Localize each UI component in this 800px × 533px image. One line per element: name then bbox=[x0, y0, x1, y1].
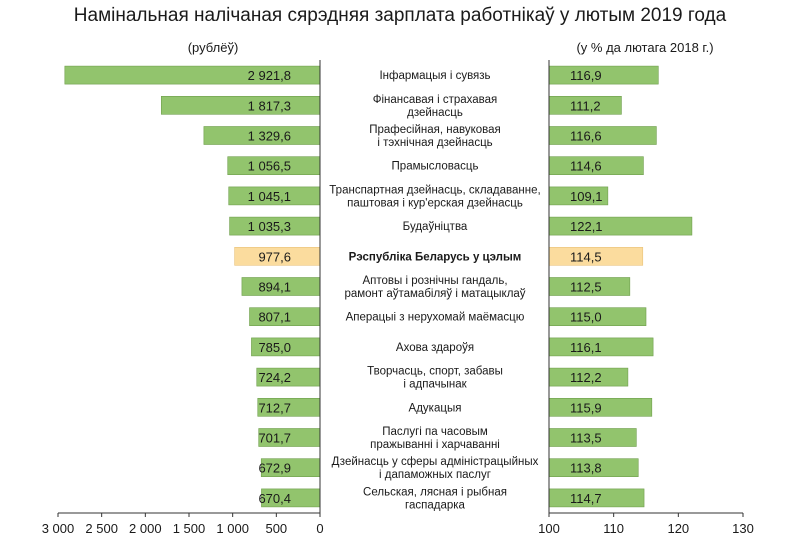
index-value-label: 115,0 bbox=[570, 310, 602, 325]
salary-bar bbox=[160, 96, 321, 115]
salary-tick-label: 3 000 bbox=[42, 521, 75, 533]
salary-panel: 2 921,8 1 817,3 1 329,6 1 056,5 1 045,1 1 035… bbox=[42, 60, 324, 533]
index-value-label: 116,9 bbox=[570, 68, 602, 83]
category-label: Аптовы і рознічны гандаль, bbox=[362, 275, 507, 287]
salary-tick-label: 1 500 bbox=[173, 521, 206, 533]
index-value-label: 112,2 bbox=[570, 370, 602, 385]
index-tick-label: 120 bbox=[667, 521, 689, 533]
category-label: Паслугі па часовым bbox=[382, 426, 488, 438]
category-label: Транспартная дзейнасць, складаванне, bbox=[329, 184, 540, 196]
category-label: Адукацыя bbox=[409, 402, 462, 414]
salary-value-label: 1 035,3 bbox=[248, 219, 291, 234]
salary-value-label: 670,4 bbox=[258, 491, 291, 506]
index-value-label: 116,6 bbox=[570, 129, 602, 144]
salary-tick-label: 1 000 bbox=[216, 521, 249, 533]
category-label: дзейнасць bbox=[407, 107, 463, 119]
category-labels: Інфармацыя і сувязь Фінансавая і страхава… bbox=[329, 70, 540, 511]
salary-value-label: 894,1 bbox=[258, 280, 291, 295]
category-label: пражыванні і харчаванні bbox=[370, 439, 500, 451]
salary-value-label: 1 056,5 bbox=[248, 159, 291, 174]
salary-tick-label: 0 bbox=[316, 521, 323, 533]
category-label: Прамысловасць bbox=[392, 161, 479, 173]
salary-value-label: 672,9 bbox=[258, 461, 291, 476]
index-value-label: 116,1 bbox=[570, 340, 602, 355]
category-label: Аперацыі з нерухомай маёмасцю bbox=[346, 312, 525, 324]
salary-value-label: 977,6 bbox=[258, 249, 291, 264]
category-label: Ахова здароўя bbox=[396, 342, 474, 354]
index-value-label: 112,5 bbox=[570, 280, 602, 295]
salary-value-label: 2 921,8 bbox=[248, 68, 291, 83]
category-label: і адпачынак bbox=[403, 379, 467, 391]
salary-value-label: 724,2 bbox=[258, 370, 291, 385]
index-tick-label: 130 bbox=[732, 521, 754, 533]
category-label: Прафесійная, навуковая bbox=[369, 124, 501, 136]
category-label: Будаўніцтва bbox=[403, 221, 468, 233]
salary-tick-label: 2 000 bbox=[129, 521, 162, 533]
left-unit-label: (рублёў) bbox=[188, 40, 239, 55]
category-label: і тэхнічная дзейнасць bbox=[377, 137, 492, 149]
index-value-label: 113,5 bbox=[570, 431, 602, 446]
category-label: Дзейнасць у сферы адміністрацыйных bbox=[332, 456, 539, 468]
category-label: Рэспубліка Беларусь у цэлым bbox=[349, 251, 522, 263]
category-label: і дапаможных паслуг bbox=[379, 469, 491, 481]
salary-value-label: 1 329,6 bbox=[248, 129, 291, 144]
index-value-label: 113,8 bbox=[570, 461, 602, 476]
salary-value-label: 807,1 bbox=[258, 310, 291, 325]
index-value-label: 114,6 bbox=[570, 159, 602, 174]
index-value-label: 114,7 bbox=[570, 491, 602, 506]
index-value-label: 109,1 bbox=[570, 189, 603, 204]
category-label: паштовая і кур'ерская дзейнасць bbox=[347, 197, 523, 209]
category-label: гаспадарка bbox=[405, 499, 465, 511]
index-value-label: 111,2 bbox=[570, 98, 601, 113]
index-tick-label: 110 bbox=[603, 521, 624, 533]
salary-value-label: 1 817,3 bbox=[248, 98, 291, 113]
category-label: Сельская, лясная і рыбная bbox=[363, 486, 507, 498]
right-unit-label: (у % да лютага 2018 г.) bbox=[576, 40, 713, 55]
salary-value-label: 1 045,1 bbox=[248, 189, 291, 204]
category-label: Творчасць, спорт, забавы bbox=[367, 366, 503, 378]
index-bar bbox=[548, 126, 657, 145]
category-label: Фінансавая і страхавая bbox=[373, 94, 498, 106]
index-tick-label: 100 bbox=[538, 521, 560, 533]
index-value-label: 115,9 bbox=[570, 400, 602, 415]
salary-value-label: 785,0 bbox=[258, 340, 291, 355]
category-label: рамонт аўтамабіляў і матацыклаў bbox=[344, 288, 525, 300]
salary-value-label: 712,7 bbox=[258, 400, 291, 415]
category-label: Інфармацыя і сувязь bbox=[379, 70, 490, 82]
salary-value-label: 701,7 bbox=[258, 431, 291, 446]
chart-title: Намінальная налічаная сярэдняя зарплата … bbox=[74, 5, 727, 26]
salary-tick-label: 500 bbox=[265, 521, 287, 533]
index-bar bbox=[548, 65, 659, 85]
index-value-label: 114,5 bbox=[570, 249, 602, 264]
salary-tick-label: 2 500 bbox=[85, 521, 118, 533]
index-value-label: 122,1 bbox=[570, 219, 603, 234]
index-panel: 116,9 111,2 116,6 114,6 109,1 122,1 114,5 112,5… bbox=[538, 60, 754, 533]
